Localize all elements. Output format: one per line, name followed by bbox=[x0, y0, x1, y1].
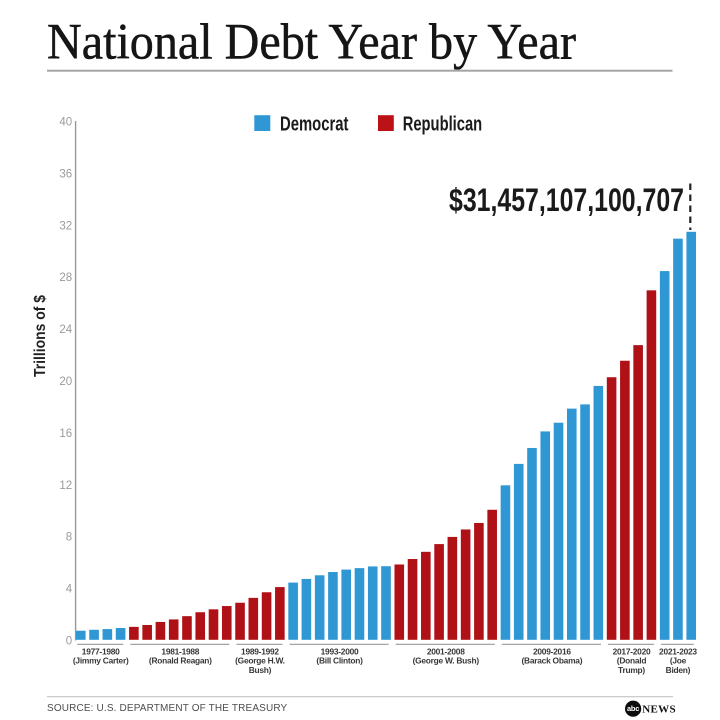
svg-text:32: 32 bbox=[59, 220, 72, 232]
svg-text:(George W. Bush): (George W. Bush) bbox=[413, 656, 480, 666]
svg-text:NEWS: NEWS bbox=[642, 703, 676, 715]
svg-text:1993-2000: 1993-2000 bbox=[321, 646, 359, 656]
svg-text:8: 8 bbox=[66, 532, 72, 544]
svg-text:abc: abc bbox=[627, 704, 639, 713]
svg-text:(Barack Obama): (Barack Obama) bbox=[522, 656, 583, 666]
svg-text:1989-1992: 1989-1992 bbox=[241, 646, 279, 656]
svg-text:2001-2008: 2001-2008 bbox=[427, 646, 465, 656]
svg-text:Biden): Biden) bbox=[666, 665, 691, 675]
svg-text:16: 16 bbox=[59, 428, 72, 440]
svg-text:Republican: Republican bbox=[403, 113, 483, 135]
svg-text:20: 20 bbox=[59, 376, 72, 388]
svg-text:Trillions of $: Trillions of $ bbox=[32, 295, 49, 377]
svg-text:2009-2016: 2009-2016 bbox=[533, 646, 571, 656]
svg-text:36: 36 bbox=[59, 168, 72, 180]
svg-text:(Bill Clinton): (Bill Clinton) bbox=[316, 656, 363, 666]
svg-text:(Donald: (Donald bbox=[617, 656, 647, 666]
svg-text:2017-2020: 2017-2020 bbox=[613, 646, 651, 656]
svg-text:(Ronald Reagan): (Ronald Reagan) bbox=[149, 656, 212, 666]
svg-text:Bush): Bush) bbox=[249, 665, 272, 675]
svg-text:(Joe: (Joe bbox=[670, 656, 687, 666]
svg-text:Trump): Trump) bbox=[618, 665, 645, 675]
svg-text:4: 4 bbox=[66, 584, 73, 596]
svg-text:28: 28 bbox=[59, 272, 72, 284]
svg-text:2021-2023: 2021-2023 bbox=[659, 646, 697, 656]
svg-text:(Jimmy Carter): (Jimmy Carter) bbox=[73, 656, 129, 666]
svg-text:24: 24 bbox=[59, 324, 72, 336]
svg-text:40: 40 bbox=[59, 117, 72, 129]
svg-text:National Debt Year by Year: National Debt Year by Year bbox=[47, 14, 576, 70]
svg-text:$31,457,107,100,707: $31,457,107,100,707 bbox=[449, 182, 684, 218]
svg-text:1977-1980: 1977-1980 bbox=[82, 646, 120, 656]
svg-text:0: 0 bbox=[66, 635, 72, 647]
svg-text:Democrat: Democrat bbox=[280, 113, 349, 135]
svg-text:12: 12 bbox=[59, 480, 72, 492]
svg-text:(George H.W.: (George H.W. bbox=[235, 656, 285, 666]
svg-text:1981-1988: 1981-1988 bbox=[161, 646, 199, 656]
svg-text:SOURCE: U.S. DEPARTMENT OF THE: SOURCE: U.S. DEPARTMENT OF THE TREASURY bbox=[47, 703, 288, 714]
